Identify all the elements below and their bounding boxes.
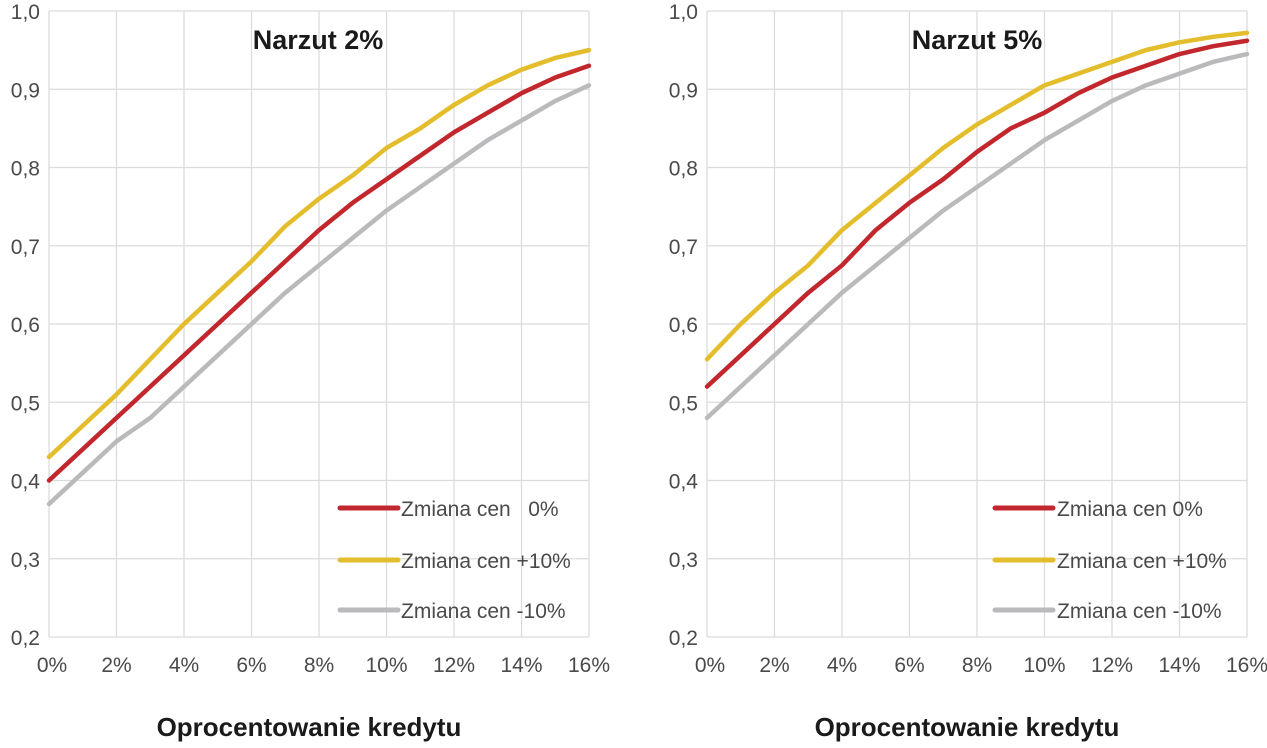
y-tick-label: 0,2 (11, 627, 40, 650)
chart-panel-2: 0,2 0,3 0,4 0,5 0,6 0,7 0,8 0,9 1,0 0% 2% 4% 6% 8% 10%… (669, 1, 1267, 742)
x-tick-label: 2% (101, 654, 131, 677)
x-tick-label: 14% (500, 654, 542, 677)
x-tick-label: 10% (365, 654, 407, 677)
chart-title: Narzut 2% (253, 25, 384, 55)
y-tick-label: 0,8 (669, 158, 698, 181)
y-tick-label: 0,7 (669, 236, 698, 259)
legend-label: Zmiana cen -10% (1057, 600, 1222, 623)
y-tick-label: 0,9 (669, 79, 698, 102)
x-tick-label: 0% (695, 654, 725, 677)
y-tick-label: 0,6 (11, 314, 40, 337)
legend-label: Zmiana cen -10% (401, 600, 566, 623)
x-tick-label: 16% (1226, 654, 1267, 677)
y-tick-label: 0,8 (11, 158, 40, 181)
y-tick-label: 0,3 (669, 549, 698, 572)
x-tick-label: 12% (433, 654, 475, 677)
y-tick-label: 0,7 (11, 236, 40, 259)
y-tick-label: 0,4 (669, 471, 699, 494)
x-tick-label: 4% (169, 654, 199, 677)
x-tick-label: 16% (568, 654, 610, 677)
x-tick-label: 0% (37, 654, 67, 677)
x-tick-label: 10% (1023, 654, 1065, 677)
legend-label: Zmiana cen +10% (401, 550, 571, 573)
y-tick-label: 0,5 (11, 392, 40, 415)
y-tick-label: 1,0 (11, 1, 40, 24)
y-tick-label: 0,4 (11, 471, 41, 494)
x-tick-label: 8% (962, 654, 992, 677)
chart-title: Narzut 5% (912, 25, 1043, 55)
y-tick-label: 0,3 (11, 549, 40, 572)
x-tick-label: 6% (236, 654, 266, 677)
x-tick-label: 2% (759, 654, 789, 677)
x-tick-label: 14% (1158, 654, 1200, 677)
y-tick-label: 0,6 (669, 314, 698, 337)
chart-panel-1: 0,2 0,3 0,4 0,5 0,6 0,7 0,8 0,9 1,0 0% 2% 4% 6% 8% 10%… (11, 1, 610, 742)
legend-label: Zmiana cen +10% (1057, 550, 1227, 573)
legend-label: Zmiana cen 0% (401, 498, 559, 521)
x-tick-label: 8% (304, 654, 334, 677)
y-tick-label: 0,5 (669, 392, 698, 415)
legend-label: Zmiana cen 0% (1057, 498, 1203, 521)
x-tick-label: 4% (827, 654, 857, 677)
x-tick-label: 12% (1091, 654, 1133, 677)
y-tick-label: 0,2 (669, 627, 698, 650)
x-axis-title: Oprocentowanie kredytu (815, 712, 1120, 742)
x-axis-title: Oprocentowanie kredytu (157, 712, 462, 742)
y-tick-label: 1,0 (669, 1, 698, 24)
y-tick-label: 0,9 (11, 79, 40, 102)
x-tick-label: 6% (894, 654, 924, 677)
